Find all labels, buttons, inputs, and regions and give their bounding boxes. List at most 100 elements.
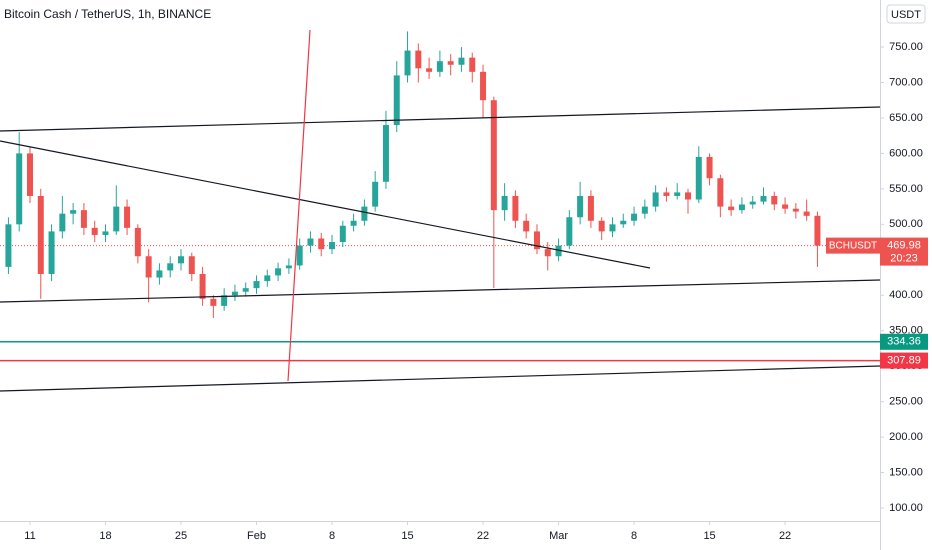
x-tick-label: 25 <box>175 530 187 542</box>
candle-body <box>426 68 433 72</box>
x-tick-label: 22 <box>477 530 489 542</box>
candle-body <box>264 275 271 282</box>
candle-body <box>480 71 487 101</box>
candle-body <box>771 195 778 205</box>
candle-body <box>134 227 141 257</box>
candle-body <box>145 256 152 278</box>
candle-body <box>469 57 476 72</box>
candle-body <box>641 206 648 214</box>
y-tick-label: 650.00 <box>889 112 923 124</box>
currency-box[interactable] <box>886 4 926 24</box>
y-tick-label: 250.00 <box>889 396 923 408</box>
last-price-box <box>880 237 928 266</box>
symbol-label: BCHUSDT <box>829 240 877 251</box>
candle-body <box>48 231 55 274</box>
trendline <box>0 279 881 303</box>
candle-body <box>598 220 605 232</box>
price-line-label-box <box>880 333 928 350</box>
trendlines <box>0 29 881 392</box>
candle-body <box>113 206 120 232</box>
candle-body <box>512 195 519 221</box>
candle-body <box>188 256 195 274</box>
candle-body <box>803 211 810 216</box>
candle-body <box>490 100 497 211</box>
candle-body <box>415 50 422 69</box>
candle-body <box>167 263 174 271</box>
candle-body <box>620 220 627 225</box>
candle-body <box>436 61 443 72</box>
candle-body <box>221 295 228 306</box>
candle-body <box>695 156 702 200</box>
y-tick-label: 750.00 <box>889 41 923 53</box>
candle-body <box>361 206 368 221</box>
candles <box>5 31 821 318</box>
candle-body <box>587 195 594 221</box>
candle-body <box>501 195 508 211</box>
candle-body <box>37 195 44 274</box>
candle-body <box>372 181 379 207</box>
candle-body <box>523 220 530 232</box>
y-tick-label: 200.00 <box>889 431 923 443</box>
x-tick-label: 8 <box>631 530 637 542</box>
candle-body <box>782 204 789 209</box>
candle-body <box>663 192 670 196</box>
candle-body <box>156 270 163 278</box>
candle-body <box>577 195 584 218</box>
candle-body <box>91 227 98 235</box>
candle-body <box>285 265 292 269</box>
candle-body <box>684 192 691 200</box>
y-tick-label: 700.00 <box>889 76 923 88</box>
candle-body <box>80 210 87 228</box>
candle-body <box>329 242 336 250</box>
drawings <box>0 245 880 362</box>
candle-body <box>178 256 185 264</box>
candle-body <box>717 178 724 207</box>
y-tick-label: 150.00 <box>889 466 923 478</box>
candle-body <box>458 57 465 65</box>
x-tick-label: 22 <box>779 530 791 542</box>
candle-body <box>652 192 659 207</box>
candle-body <box>70 210 77 214</box>
candle-body <box>318 238 325 250</box>
candle-body <box>231 291 238 296</box>
candle-body <box>296 245 303 266</box>
candle-body <box>307 238 314 246</box>
x-tick-label: 18 <box>99 530 111 542</box>
candle-body <box>447 61 454 65</box>
x-tick-label: 15 <box>703 530 715 542</box>
candle-body <box>814 215 821 246</box>
candle-body <box>738 204 745 211</box>
candle-body <box>350 220 357 226</box>
candle-body <box>749 201 756 205</box>
price-line-label: 334.36 <box>887 336 921 348</box>
symbol-box <box>826 237 880 254</box>
time-axis <box>0 521 880 550</box>
candle-body <box>674 192 681 196</box>
candle-body <box>533 231 540 250</box>
candle-body <box>760 195 767 202</box>
candle-body <box>124 206 131 228</box>
candle-body <box>102 231 109 235</box>
candle-body <box>706 156 713 179</box>
trendline <box>0 365 881 392</box>
candle-body <box>566 217 573 246</box>
candle-body <box>339 225 346 243</box>
candle-body <box>609 224 616 232</box>
trendline <box>287 29 311 382</box>
x-tick-label: 8 <box>329 530 335 542</box>
candle-body <box>26 153 33 196</box>
price-line-label-box <box>880 352 928 369</box>
candle-body <box>393 75 400 126</box>
candle-body <box>199 273 206 299</box>
y-tick-label: 350.00 <box>889 325 923 337</box>
x-tick-label: Mar <box>549 530 568 542</box>
x-tick-label: Feb <box>247 530 266 542</box>
candle-body <box>242 288 249 292</box>
price-line-label: 307.89 <box>887 354 921 366</box>
candle-body <box>544 249 551 257</box>
candle-body <box>555 245 562 257</box>
candle-body <box>59 213 66 232</box>
candle-body <box>16 153 23 225</box>
